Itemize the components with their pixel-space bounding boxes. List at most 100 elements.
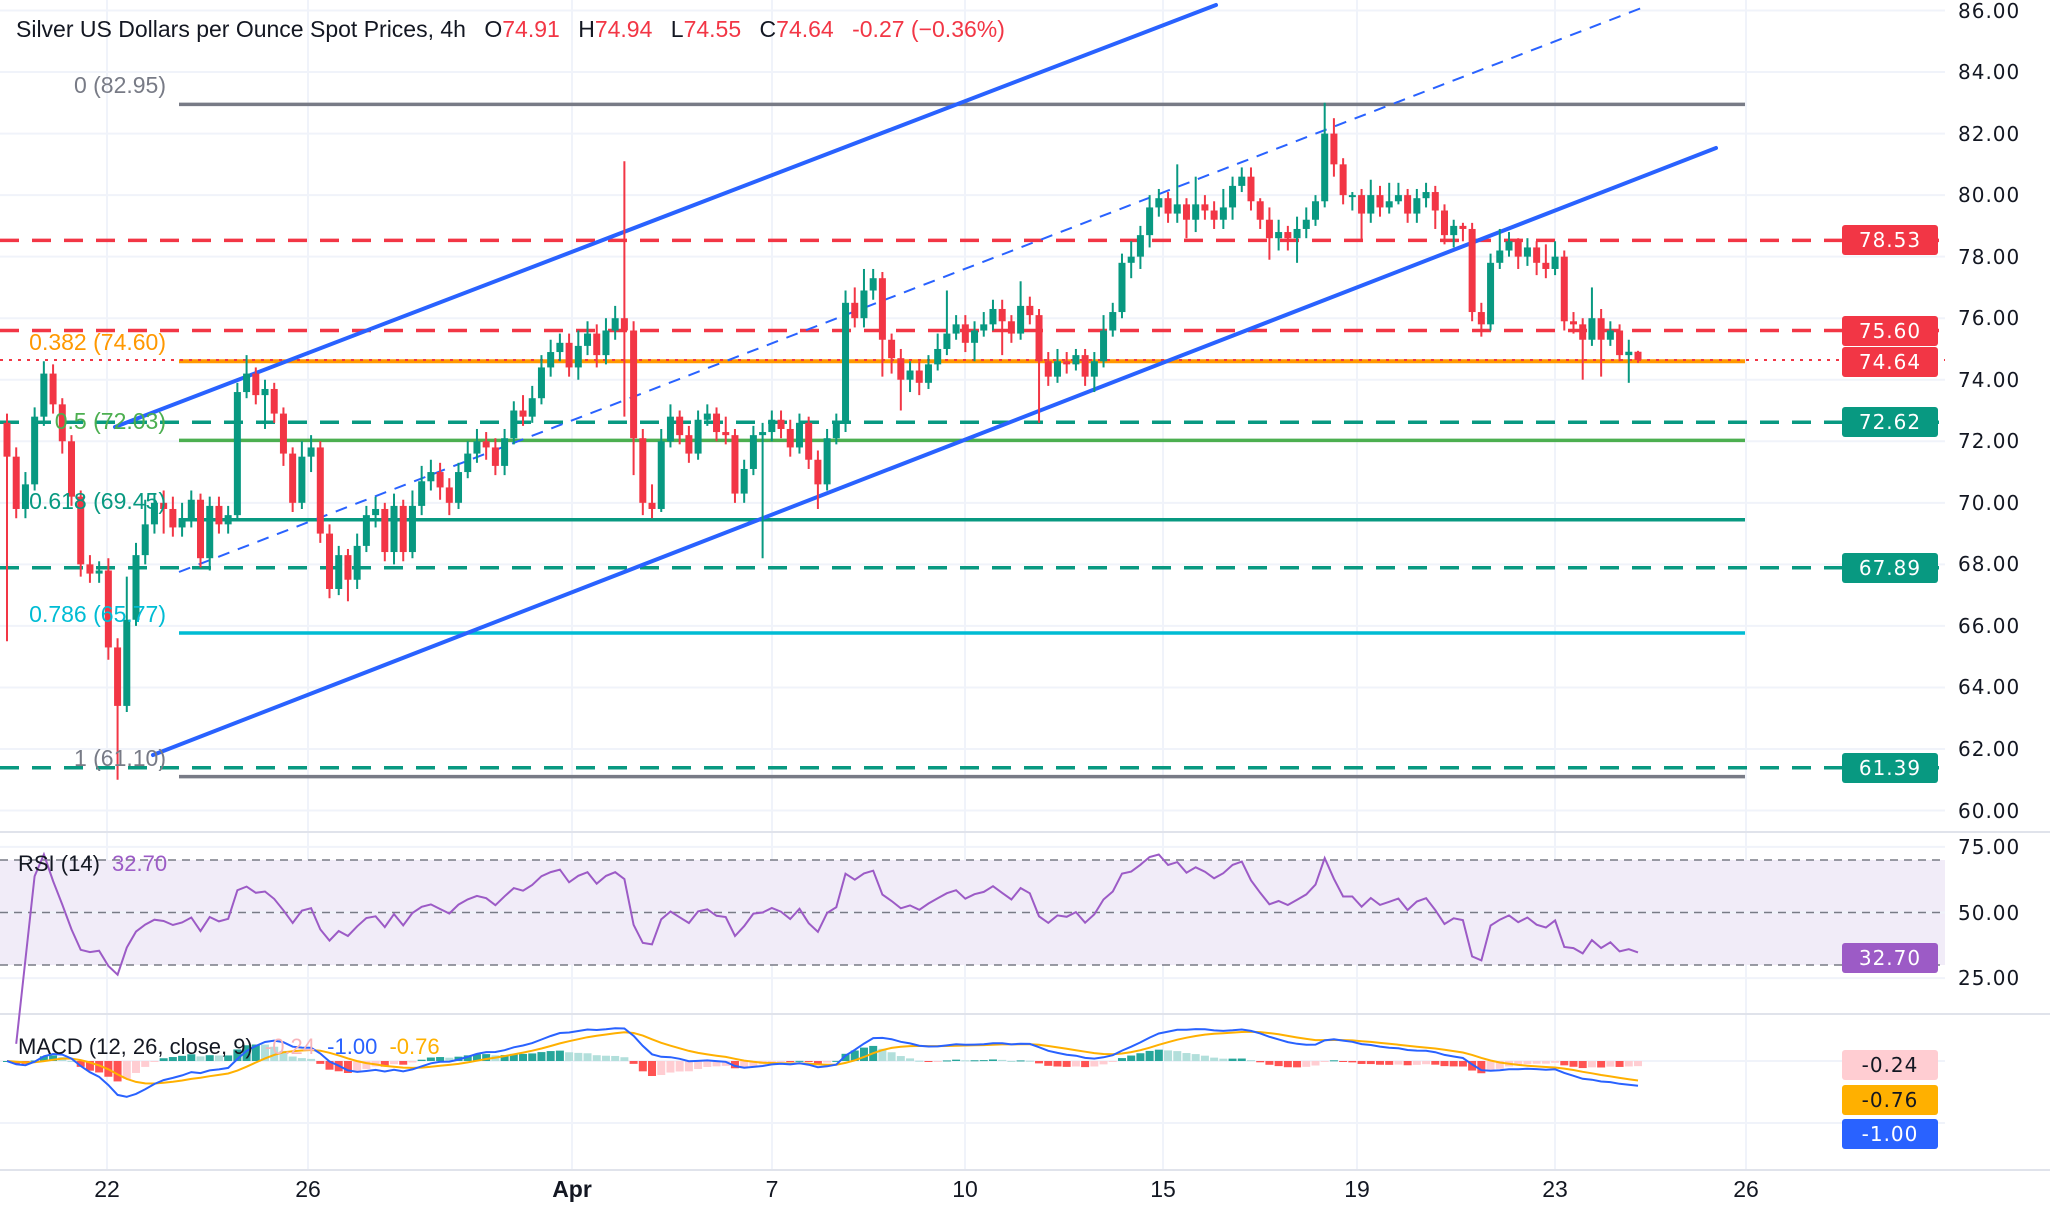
macd-histogram-bar [1228, 1058, 1237, 1061]
macd-histogram-bar [859, 1047, 868, 1061]
macd-histogram-bar [823, 1061, 832, 1063]
macd-signal-badge: -0.76 [1842, 1085, 1938, 1115]
price-level-badge: 75.60 [1842, 315, 1938, 346]
macd-histogram-bar [1606, 1061, 1615, 1067]
candle-body [455, 472, 463, 503]
candle-body [372, 508, 380, 516]
candle-body [1284, 232, 1292, 239]
candle-body [353, 545, 361, 580]
macd-histogram-bar [841, 1053, 850, 1061]
candle-body [104, 570, 112, 648]
candle-body [1192, 204, 1200, 220]
macd-histogram-bar [1523, 1061, 1532, 1065]
candle-body [528, 398, 536, 417]
candle-body [187, 499, 195, 519]
macd-histogram-bar [555, 1050, 564, 1061]
macd-histogram-bar [76, 1061, 85, 1067]
macd-legend[interactable]: MACD (12, 26, close, 9) -0.24 -1.00 -0.7… [18, 1034, 440, 1060]
candle-body [141, 524, 149, 556]
macd-histogram-bar [933, 1061, 942, 1062]
candle-body [1293, 228, 1301, 239]
macd-histogram-bar [1366, 1061, 1375, 1065]
candle-body [86, 564, 94, 574]
candle-body [1321, 133, 1329, 202]
macd-histogram-bar [1578, 1061, 1587, 1069]
macd-histogram-bar [242, 1045, 251, 1061]
price-axis-tick: 60.00 [1958, 798, 2021, 823]
price-axis-tick: 62.00 [1958, 736, 2021, 761]
macd-title: MACD (12, 26, close, 9) [18, 1034, 253, 1059]
macd-histogram-bar [574, 1052, 583, 1061]
candle-body [1422, 192, 1430, 199]
candle-body [1044, 361, 1052, 377]
candle-body [68, 441, 76, 497]
macd-histogram-bar [1431, 1061, 1440, 1065]
macd-histogram-bar [1191, 1054, 1200, 1061]
rsi-axis-tick: 50.00 [1958, 900, 2021, 925]
candle-body [713, 413, 721, 433]
macd-histogram-bar [362, 1061, 371, 1069]
candle-body [1017, 305, 1025, 334]
candle-body [1053, 361, 1061, 377]
macd-histogram-bar [666, 1061, 675, 1073]
price-axis-tick: 86.00 [1958, 0, 2021, 23]
macd-histogram-bar [288, 1056, 297, 1061]
macd-histogram-bar [1486, 1061, 1495, 1072]
candle-body [952, 324, 960, 334]
macd-histogram-bar [924, 1061, 933, 1062]
candle-body [639, 438, 647, 503]
candle-body [418, 481, 426, 506]
low-label: L [670, 16, 684, 42]
candle-body [123, 619, 131, 706]
chart-legend: Silver US Dollars per Ounce Spot Prices,… [16, 16, 1005, 43]
macd-histogram-bar [519, 1053, 528, 1061]
candle-body [501, 438, 509, 466]
macd-histogram-bar [804, 1061, 813, 1063]
time-axis-label: 23 [1542, 1176, 1568, 1202]
macd-histogram-bar [1551, 1061, 1560, 1063]
price-axis-tick: 82.00 [1958, 121, 2021, 146]
macd-histogram-bar [1477, 1061, 1486, 1074]
macd-histogram-bar [648, 1061, 657, 1077]
macd-histogram-bar [233, 1049, 242, 1061]
macd-histogram-bar [1025, 1060, 1034, 1062]
macd-histogram-bar [1495, 1061, 1504, 1069]
price-axis-tick: 64.00 [1958, 675, 2021, 700]
candle-body [150, 502, 158, 525]
macd-histogram-bar [408, 1061, 417, 1063]
candle-body [233, 392, 241, 516]
macd-histogram-bar [546, 1051, 555, 1061]
macd-histogram-bar [1053, 1061, 1062, 1067]
macd-histogram-bar [159, 1058, 168, 1061]
candle-body [1560, 256, 1568, 322]
macd-histogram-bar [675, 1061, 684, 1072]
macd-histogram-bar [1440, 1061, 1449, 1067]
macd-histogram-bar [261, 1044, 270, 1061]
macd-histogram-bar [49, 1055, 58, 1061]
macd-histogram-bar [721, 1061, 730, 1066]
symbol-title[interactable]: Silver US Dollars per Ounce Spot Prices,… [16, 16, 466, 42]
candle-body [851, 302, 859, 319]
rsi-legend[interactable]: RSI (14) 32.70 [18, 851, 167, 877]
macd-histogram-bar [1173, 1051, 1182, 1061]
candle-body [611, 318, 619, 331]
macd-histogram-bar [150, 1061, 159, 1062]
macd-histogram-bar [1394, 1061, 1403, 1065]
candle-body [648, 502, 656, 509]
candle-body [326, 533, 334, 589]
fibonacci-label: 0.786 (65.77) [29, 600, 166, 627]
candle-body [362, 515, 370, 546]
macd-histogram-bar [611, 1055, 620, 1061]
candle-body [243, 373, 251, 393]
candle-body [934, 348, 942, 365]
macd-histogram-bar [1587, 1061, 1596, 1068]
macd-histogram-bar [694, 1061, 703, 1070]
candle-body [1007, 321, 1015, 334]
price-level-badge: 78.53 [1842, 225, 1938, 256]
candle-body [169, 508, 177, 528]
macd-histogram-bar [482, 1054, 491, 1061]
candle-body [759, 432, 767, 436]
candle-body [464, 453, 472, 473]
